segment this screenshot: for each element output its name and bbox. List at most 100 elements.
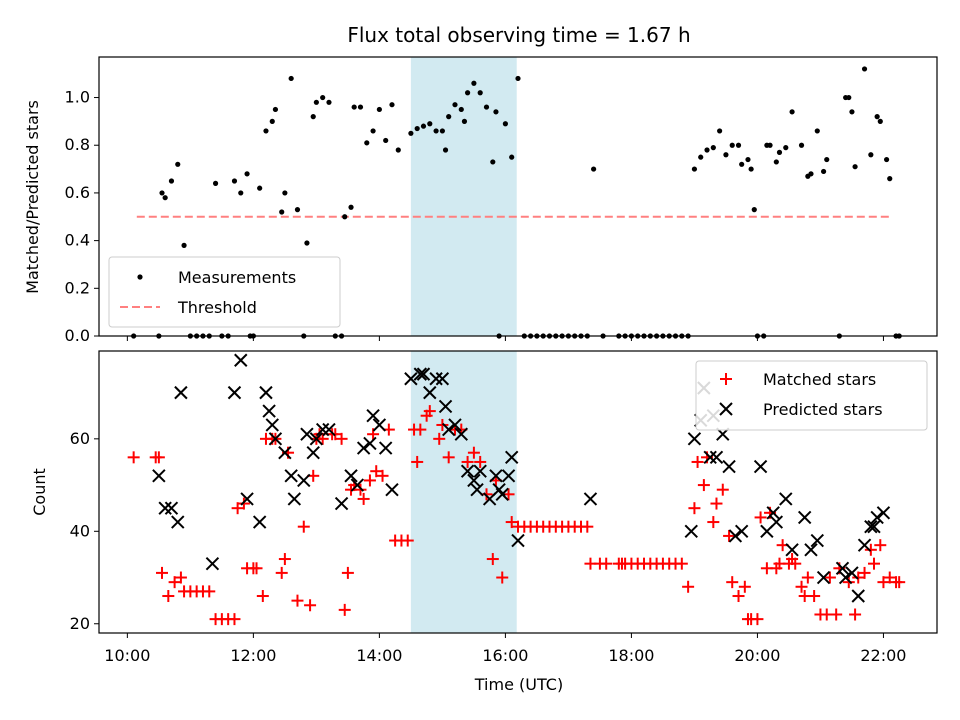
- ratio-y-tick-label: 0.4: [65, 231, 90, 250]
- matched-star-point: [697, 479, 710, 492]
- matched-star-point: [237, 497, 250, 510]
- measurement-point: [767, 142, 773, 148]
- measurement-point: [698, 154, 704, 160]
- matched-star-point: [505, 516, 518, 529]
- matched-star-point: [156, 566, 169, 579]
- predicted-star-point: [344, 469, 358, 483]
- measurement-point: [868, 152, 874, 158]
- ratio-y-tick-label: 0.0: [65, 326, 90, 345]
- measurement-point: [326, 99, 332, 105]
- matched-star-point: [883, 571, 896, 584]
- measurement-point: [704, 147, 710, 153]
- predicted-star-point: [876, 506, 891, 520]
- matched-star-point: [411, 455, 424, 468]
- predicted-star-point: [495, 487, 509, 502]
- matched-star-point: [335, 432, 348, 445]
- matched-star-point: [304, 599, 317, 612]
- count-x-tick-label: 14:00: [356, 646, 402, 665]
- measurement-point: [471, 80, 477, 86]
- matched-star-point: [688, 502, 701, 515]
- predicted-star-point: [429, 372, 443, 386]
- measurement-point: [745, 156, 751, 163]
- ratio-highlight-span: [410, 57, 517, 336]
- predicted-star-point: [416, 367, 431, 381]
- predicted-star-point: [385, 482, 399, 497]
- matched-star-point: [174, 571, 187, 584]
- ratio-legend-box: [108, 256, 341, 328]
- measurement-point: [691, 166, 698, 172]
- matched-star-point: [716, 483, 729, 496]
- matched-star-point: [732, 590, 745, 603]
- count-x-tick-label: 10:00: [104, 646, 150, 665]
- predicted-star-point: [334, 496, 349, 511]
- measurement-point: [783, 145, 789, 151]
- predicted-star-point: [322, 422, 336, 437]
- measurement-point: [820, 168, 827, 175]
- measurement-point: [773, 159, 779, 165]
- measurement-point: [493, 109, 499, 115]
- ratio-panel: 0.0 0.2 0.4 0.6 0.8 1.0 Matched/Predicted sta…: [23, 56, 938, 345]
- count-y-ticks: 20 40 60: [70, 429, 99, 633]
- count-x-tick-label: 16:00: [482, 646, 528, 665]
- matched-star-point: [433, 432, 446, 445]
- measurement-point: [212, 180, 219, 186]
- measurement-point: [710, 145, 716, 151]
- matched-star-point: [849, 608, 862, 621]
- measurement-point: [789, 109, 795, 115]
- matched-star-point: [162, 590, 175, 603]
- predicted-star-point: [265, 418, 279, 432]
- predicted-star-point: [366, 409, 380, 423]
- measurement-point: [272, 106, 279, 113]
- matched-star-point: [297, 520, 310, 533]
- predicted-star-point: [268, 432, 283, 446]
- predicted-star-point: [867, 519, 881, 534]
- matched-star-point: [341, 566, 354, 579]
- matched-star-point: [275, 566, 288, 579]
- predicted-stars-points: [152, 353, 891, 603]
- measurement-point: [279, 209, 285, 215]
- predicted-star-point: [240, 492, 254, 506]
- matched-star-point: [738, 580, 751, 593]
- predicted-star-point: [722, 459, 736, 474]
- measurement-point: [464, 90, 471, 96]
- count-y-tick-label: 60: [70, 429, 90, 448]
- predicted-star-point: [309, 432, 324, 446]
- measurement-point: [846, 94, 852, 101]
- measurement-point: [477, 90, 483, 96]
- matched-star-point: [795, 580, 808, 593]
- measurement-point: [376, 106, 382, 113]
- matched-star-point: [710, 497, 723, 510]
- measurement-point: [294, 207, 301, 213]
- matched-star-point: [231, 502, 244, 515]
- ratio-y-ticks: 0.0 0.2 0.4 0.6 0.8 1.0: [65, 88, 99, 345]
- matched-star-point: [808, 590, 821, 603]
- ratio-axes-frame: [98, 56, 938, 337]
- legend-matched-label: Matched stars: [763, 370, 876, 389]
- predicted-star-point: [413, 367, 428, 381]
- measurement-point: [395, 147, 401, 153]
- predicted-star-point: [284, 469, 298, 483]
- measurement-point: [175, 161, 181, 167]
- predicted-star-point: [234, 353, 248, 367]
- matched-star-point: [256, 590, 269, 603]
- count-axes-frame: [98, 350, 938, 634]
- matched-star-point: [401, 534, 414, 547]
- measurement-point: [414, 125, 420, 132]
- predicted-star-point: [306, 445, 320, 460]
- measurement-point: [370, 128, 376, 134]
- matched-star-point: [893, 576, 906, 589]
- measurement-point: [433, 128, 439, 134]
- ratio-y-tick-label: 1.0: [65, 88, 90, 107]
- predicted-star-point: [460, 464, 475, 478]
- measurement-point: [483, 104, 490, 110]
- count-legend-box: [695, 360, 928, 431]
- predicted-star-point: [287, 492, 302, 506]
- matched-star-point: [867, 557, 880, 570]
- predicted-star-point: [378, 441, 393, 455]
- measurement-point: [814, 128, 820, 134]
- measurement-point: [263, 128, 269, 134]
- measurement-point: [849, 109, 855, 115]
- measurement-point: [348, 204, 354, 210]
- predicted-star-point: [470, 482, 484, 497]
- count-y-label: Count: [30, 468, 49, 516]
